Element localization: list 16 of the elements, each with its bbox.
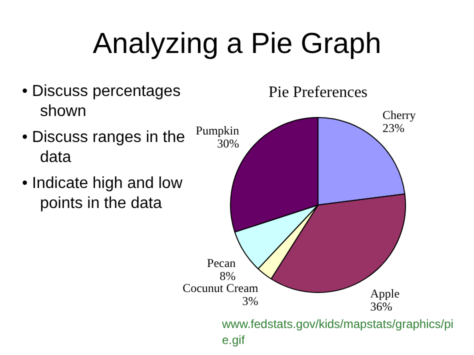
data-label: 3% bbox=[242, 294, 258, 308]
data-label: 36% bbox=[370, 299, 392, 314]
slice-label: Cherry bbox=[382, 108, 416, 122]
text: • Discuss percentages shown bbox=[22, 82, 182, 122]
chart-title: Analyzing a Pie Graph bbox=[92, 28, 382, 61]
text: • Indicate high and low points in the data bbox=[22, 174, 184, 214]
data-label: 23% bbox=[382, 120, 404, 135]
data-label: 30% bbox=[217, 136, 240, 151]
chart-subtitle: Pie Preferences bbox=[267, 84, 369, 102]
slice-label: Pumpkin bbox=[196, 124, 240, 138]
text: • Discuss ranges in the data bbox=[22, 129, 186, 166]
slice-label: Pecan bbox=[207, 256, 236, 270]
text: www.fedstats.gov/kids/mapstats/graphics/pie.gif bbox=[222, 316, 454, 348]
data-label: 8% bbox=[220, 269, 236, 284]
slice-label: Apple bbox=[370, 286, 400, 300]
slice-label: Cocunut Cream bbox=[182, 281, 259, 296]
